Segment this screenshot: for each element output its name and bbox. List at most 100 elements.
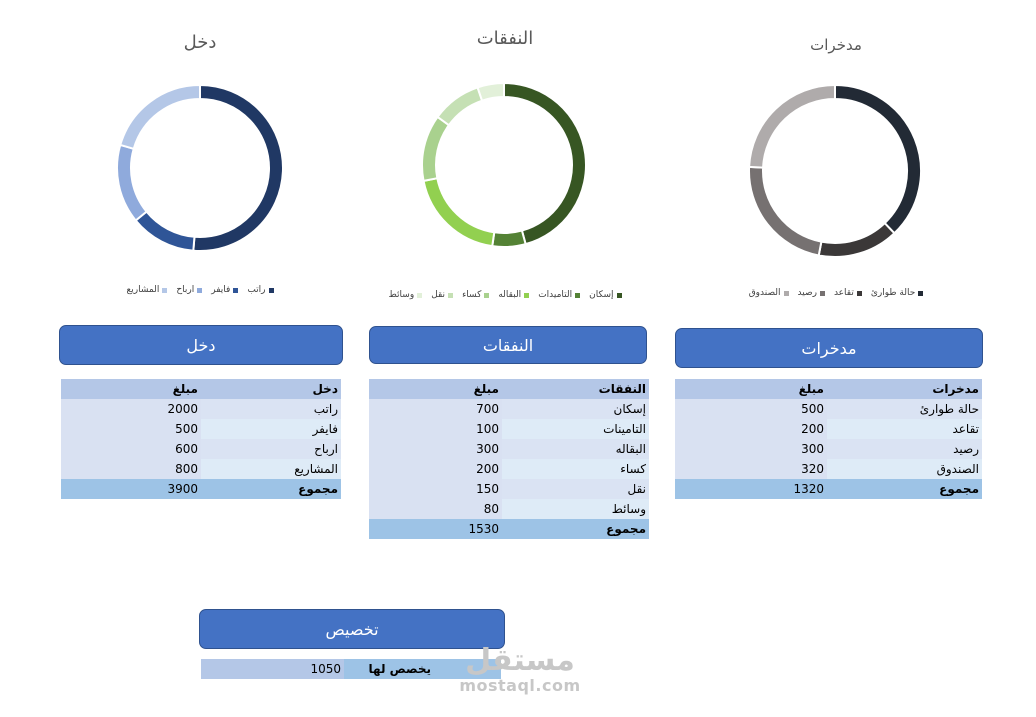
allocation-header-button[interactable]: تخصيص [199,609,505,649]
legend-swatch [268,287,274,293]
donut-slice [422,177,496,248]
legend-item: راتب [247,285,274,295]
row-name: التامينات [502,419,649,439]
savings-table: مدخرات مبلغ حالة طوارئ 500 تقاعد 200 رصيد 3… [675,379,982,499]
legend-item: رصيد [798,288,825,298]
legend-swatch [616,292,622,298]
table-row: تقاعد 200 [675,419,982,439]
donut-slice [421,115,451,183]
legend-item: وسائط [389,290,423,300]
row-name: حالة طوارئ [827,399,982,419]
legend-label: رصيد [797,288,817,298]
chart-legend: إسكان التاميدات البقاله كساء نقل وسائط [375,290,635,300]
savings-chart: مدخرات حالة طوارئ تقاعد رصيد الصندوق [706,0,966,310]
table-row: الصندوق 320 [675,459,982,479]
row-value: 200 [369,459,502,479]
expenses-chart: النفقات إسكان التاميدات البقاله كساء نقل وسائ… [375,0,635,310]
row-name: ارباح [201,439,341,459]
donut-slice [192,83,284,252]
total-value: 1530 [369,519,502,539]
row-name: إسكان [502,399,649,419]
donut-slice [476,81,505,102]
legend-swatch [417,292,423,298]
row-value: 800 [61,459,201,479]
legend-item: إسكان [589,290,622,300]
donut-slice [436,86,484,127]
column-header: دخل [201,379,341,399]
row-value: 300 [675,439,827,459]
row-value: 700 [369,399,502,419]
donut-slice [491,229,527,248]
legend-swatch [524,292,530,298]
row-name: وسائط [502,499,649,519]
legend-swatch [448,292,454,298]
watermark-arabic: مستقل [465,643,575,678]
table-row: ارباح 600 [61,439,341,459]
chart-title: النفقات [476,28,534,49]
legend-item: ارباح [176,285,203,295]
column-header: مدخرات [827,379,982,399]
savings-donut [748,83,922,258]
allocation-value: 1050 [201,659,344,679]
donut-slice [503,81,587,246]
row-value: 80 [369,499,502,519]
legend-item: البقاله [498,290,530,300]
donut-slice [116,143,148,222]
allocation-table: يخصص لها 1050 [201,659,501,679]
total-row: مجموع 1530 [369,519,649,539]
row-name: المشاريع [201,459,341,479]
row-name: نقل [502,479,649,499]
income-table: دخل مبلغ راتب 2000 فايفر 500 ارباح 600 المش… [61,379,341,499]
row-name: الصندوق [827,459,982,479]
income-donut [116,83,284,252]
legend-label: حالة طوارئ [870,288,916,298]
row-name: تقاعد [827,419,982,439]
legend-label: نقل [431,290,446,300]
watermark-latin: mostaql.com [459,676,581,695]
legend-item: التاميدات [538,290,581,300]
income-header-button[interactable]: دخل [59,325,343,365]
legend-swatch [783,290,789,296]
expenses-header-button[interactable]: النفقات [369,326,647,364]
legend-label: تقاعد [833,288,854,298]
row-value: 500 [61,419,201,439]
total-label: مجموع [502,519,649,539]
total-label: مجموع [827,479,982,499]
donut-slice [748,165,823,257]
chart-legend: راتب فايفر ارباح المشاريع [70,285,330,295]
table-row: نقل 150 [369,479,649,499]
row-value: 2000 [61,399,201,419]
row-value: 150 [369,479,502,499]
legend-swatch [856,290,862,296]
expenses-donut [421,81,587,248]
watermark-logo: مستقل mostaql.com [455,643,585,696]
allocation-label: يخصص لها [344,659,501,679]
legend-item: تقاعد [834,288,862,298]
table-row: إسكان 700 [369,399,649,419]
legend-label: راتب [247,285,266,295]
table-row: حالة طوارئ 500 [675,399,982,419]
savings-header-button[interactable]: مدخرات [675,328,983,368]
total-value: 1320 [675,479,827,499]
income-chart: دخل راتب فايفر ارباح المشاريع [70,0,330,310]
expenses-table: النفقات مبلغ إسكان 700 التامينات 100 البقا… [369,379,649,539]
chart-legend: حالة طوارئ تقاعد رصيد الصندوق [706,288,966,298]
legend-swatch [197,287,203,293]
legend-swatch [575,292,581,298]
legend-item: حالة طوارئ [870,288,924,298]
legend-swatch [918,290,924,296]
total-row: مجموع 1320 [675,479,982,499]
row-value: 200 [675,419,827,439]
column-header: مبلغ [61,379,201,399]
legend-item: المشاريع [126,285,168,295]
legend-swatch [233,287,239,293]
row-value: 100 [369,419,502,439]
row-value: 300 [369,439,502,459]
legend-label: ارباح [176,285,195,295]
legend-label: إسكان [589,290,614,300]
legend-item: فايفر [211,285,239,295]
legend-swatch [819,290,825,296]
column-header: النفقات [502,379,649,399]
donut-slice [817,221,896,258]
total-value: 3900 [61,479,201,499]
